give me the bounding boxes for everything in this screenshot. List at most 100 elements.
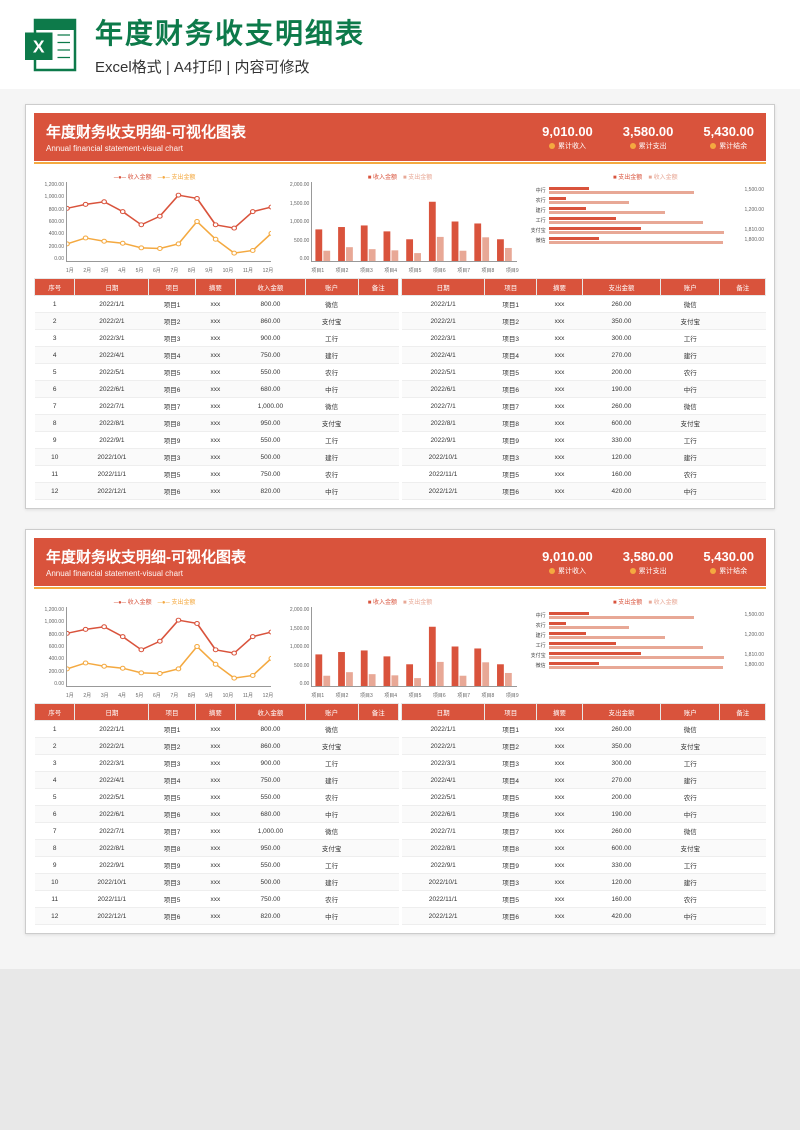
- table-row: 112022/11/1项目5xxx750.00农行: [35, 891, 399, 908]
- column-header: 摘要: [537, 279, 582, 296]
- tables-row: 序号日期项目摘要收入金额账户备注12022/1/1项目1xxx800.00微信2…: [34, 278, 766, 500]
- table-cell: 2022/12/1: [75, 908, 149, 925]
- table-cell: xxx: [195, 364, 235, 381]
- table-cell: xxx: [537, 874, 582, 891]
- table-cell: [720, 908, 766, 925]
- table-cell: 工行: [305, 432, 358, 449]
- table-cell: 1: [35, 721, 75, 738]
- table-cell: 支付宝: [661, 313, 720, 330]
- summary-stat: 9,010.00累计收入: [542, 124, 593, 151]
- table-cell: 160.00: [582, 466, 660, 483]
- table-cell: 项目8: [485, 840, 537, 857]
- table-cell: 微信: [305, 721, 358, 738]
- sheet-title: 年度财务收支明细-可视化图表: [46, 546, 246, 567]
- column-header: 序号: [35, 279, 75, 296]
- table-cell: [358, 313, 398, 330]
- table-cell: 2022/6/1: [75, 806, 149, 823]
- column-header: 序号: [35, 704, 75, 721]
- table-cell: 农行: [305, 466, 358, 483]
- table-cell: 项目5: [485, 789, 537, 806]
- table-cell: 2022/4/1: [75, 772, 149, 789]
- table-row: 12022/1/1项目1xxx800.00微信: [35, 721, 399, 738]
- table-cell: xxx: [195, 806, 235, 823]
- table-cell: 2022/2/1: [75, 313, 149, 330]
- charts-row: ─●─ 收入金额─●─ 支出金额1,200.001,000.00800.0060…: [34, 168, 766, 278]
- table-cell: 2022/5/1: [402, 364, 485, 381]
- table-row: 2022/2/1项目2xxx350.00支付宝: [402, 313, 766, 330]
- stat-value: 5,430.00: [703, 549, 754, 564]
- table-cell: 项目3: [485, 330, 537, 347]
- table-row: 2022/4/1项目4xxx270.00建行: [402, 347, 766, 364]
- column-header: 账户: [661, 704, 720, 721]
- table-cell: 200.00: [582, 364, 660, 381]
- table-cell: 2022/11/1: [402, 891, 485, 908]
- table-row: 2022/5/1项目5xxx200.00农行: [402, 789, 766, 806]
- table-cell: 项目6: [485, 483, 537, 500]
- income-table: 序号日期项目摘要收入金额账户备注12022/1/1项目1xxx800.00微信2…: [34, 278, 399, 500]
- table-cell: 中行: [305, 908, 358, 925]
- table-row: 112022/11/1项目5xxx750.00农行: [35, 466, 399, 483]
- table-cell: xxx: [537, 347, 582, 364]
- table-cell: xxx: [537, 398, 582, 415]
- spreadsheet: 年度财务收支明细-可视化图表Annual financial statement…: [25, 529, 775, 934]
- table-cell: 2022/5/1: [402, 789, 485, 806]
- table-cell: [358, 823, 398, 840]
- summary-stat: 3,580.00累计支出: [623, 549, 674, 576]
- table-cell: 2022/1/1: [402, 296, 485, 313]
- stat-value: 5,430.00: [703, 124, 754, 139]
- table-cell: 2022/8/1: [402, 840, 485, 857]
- table-cell: xxx: [195, 755, 235, 772]
- table-cell: [358, 398, 398, 415]
- column-header: 日期: [75, 704, 149, 721]
- table-cell: xxx: [537, 313, 582, 330]
- table-cell: 项目3: [149, 449, 195, 466]
- table-cell: [720, 772, 766, 789]
- table-cell: 820.00: [236, 483, 306, 500]
- table-cell: xxx: [195, 789, 235, 806]
- table-row: 22022/2/1项目2xxx860.00支付宝: [35, 313, 399, 330]
- table-cell: 2022/7/1: [75, 398, 149, 415]
- table-cell: 项目2: [149, 313, 195, 330]
- stat-label: 累计结余: [703, 141, 754, 151]
- table-cell: [358, 466, 398, 483]
- table-cell: xxx: [195, 381, 235, 398]
- table-cell: 2022/10/1: [402, 874, 485, 891]
- table-cell: 420.00: [582, 908, 660, 925]
- banner-subtitle: Excel格式 | A4打印 | 内容可修改: [95, 56, 365, 77]
- table-cell: 项目6: [485, 806, 537, 823]
- stat-label: 累计支出: [623, 566, 674, 576]
- table-cell: xxx: [195, 891, 235, 908]
- table-cell: 中行: [305, 483, 358, 500]
- column-header: 项目: [149, 279, 195, 296]
- table-cell: 工行: [305, 857, 358, 874]
- table-cell: 2022/11/1: [75, 891, 149, 908]
- table-cell: 270.00: [582, 772, 660, 789]
- table-cell: [720, 806, 766, 823]
- column-header: 日期: [75, 279, 149, 296]
- table-cell: 项目2: [485, 313, 537, 330]
- table-cell: [720, 313, 766, 330]
- table-cell: xxx: [195, 449, 235, 466]
- stat-value: 9,010.00: [542, 549, 593, 564]
- table-cell: [720, 891, 766, 908]
- table-row: 2022/6/1项目6xxx190.00中行: [402, 381, 766, 398]
- table-cell: 2: [35, 313, 75, 330]
- column-header: 收入金额: [236, 704, 306, 721]
- table-cell: 项目1: [149, 721, 195, 738]
- table-cell: 2022/2/1: [75, 738, 149, 755]
- table-cell: 项目9: [149, 857, 195, 874]
- table-row: 2022/11/1项目5xxx160.00农行: [402, 466, 766, 483]
- table-cell: 2: [35, 738, 75, 755]
- table-cell: 2022/10/1: [75, 874, 149, 891]
- income-table: 序号日期项目摘要收入金额账户备注12022/1/1项目1xxx800.00微信2…: [34, 703, 399, 925]
- table-cell: [720, 755, 766, 772]
- table-cell: 农行: [305, 789, 358, 806]
- table-cell: [358, 840, 398, 857]
- table-row: 72022/7/1项目7xxx1,000.00微信: [35, 398, 399, 415]
- table-cell: xxx: [537, 823, 582, 840]
- table-cell: 项目3: [485, 874, 537, 891]
- table-cell: [358, 755, 398, 772]
- table-cell: 建行: [305, 449, 358, 466]
- table-cell: 中行: [305, 806, 358, 823]
- table-cell: 微信: [305, 296, 358, 313]
